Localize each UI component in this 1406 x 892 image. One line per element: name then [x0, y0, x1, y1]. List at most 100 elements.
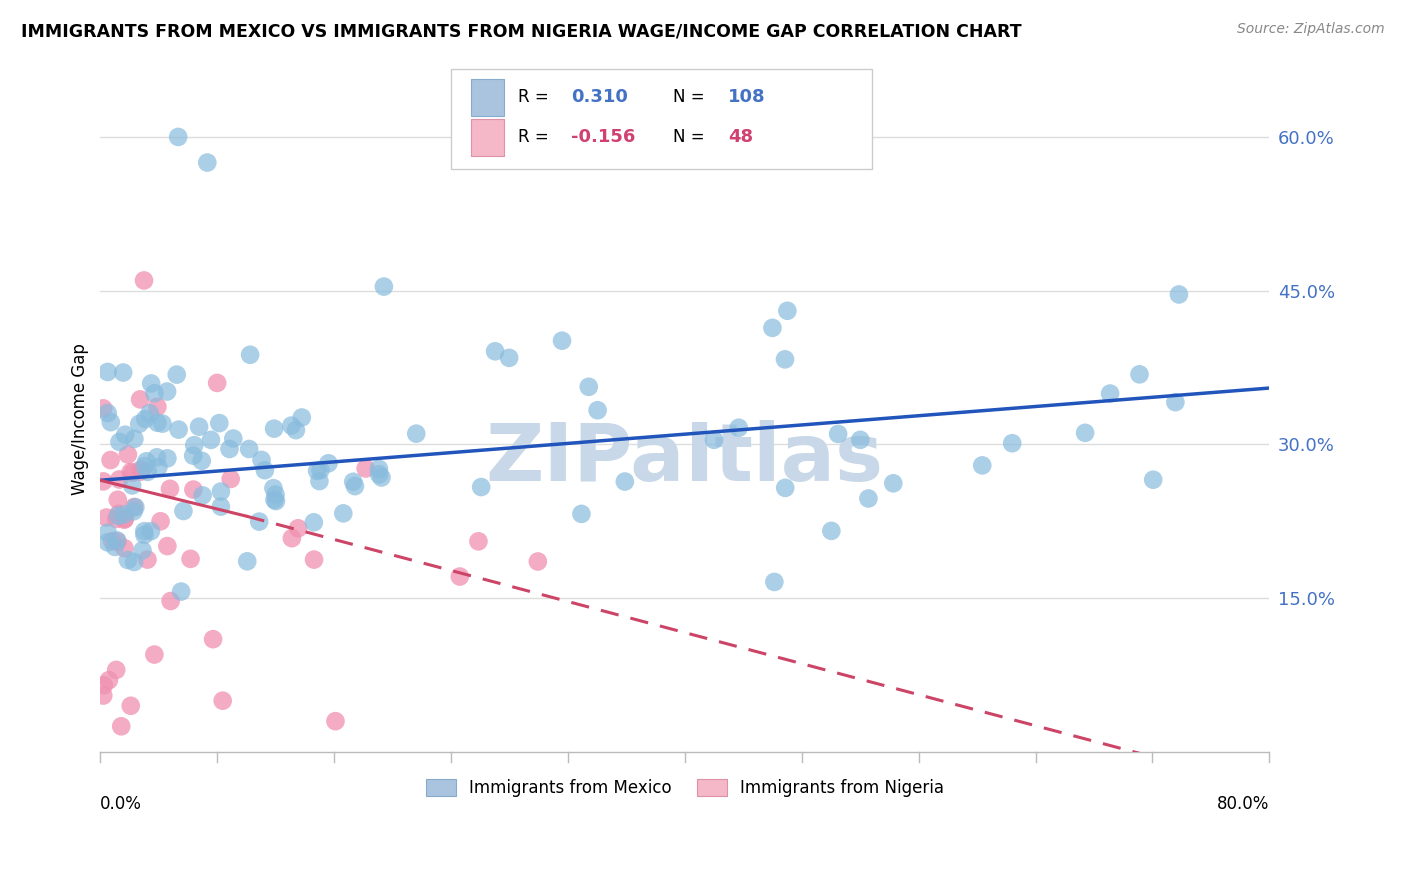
- Point: [139, 524, 162, 538]
- Point: [112, 508, 135, 522]
- Point: [100, 415, 122, 429]
- Text: N =: N =: [673, 88, 710, 106]
- Point: [104, 540, 127, 554]
- Point: [136, 552, 159, 566]
- Point: [449, 569, 471, 583]
- Point: [208, 416, 231, 430]
- Point: [138, 406, 160, 420]
- Bar: [471, 119, 503, 155]
- Point: [156, 451, 179, 466]
- Point: [1164, 395, 1187, 409]
- Point: [253, 463, 276, 477]
- Point: [613, 475, 636, 489]
- Point: [218, 442, 240, 456]
- Point: [181, 449, 204, 463]
- Point: [152, 417, 174, 431]
- Point: [108, 473, 131, 487]
- Point: [264, 487, 287, 501]
- Point: [117, 553, 139, 567]
- Point: [263, 492, 285, 507]
- Point: [368, 462, 391, 476]
- Point: [180, 552, 202, 566]
- Point: [96, 510, 118, 524]
- Point: [112, 513, 135, 527]
- Point: [135, 454, 157, 468]
- Point: [159, 594, 181, 608]
- Point: [134, 459, 156, 474]
- Point: [578, 380, 600, 394]
- Point: [122, 555, 145, 569]
- Point: [342, 475, 364, 489]
- Point: [209, 500, 232, 514]
- Point: [172, 504, 194, 518]
- Point: [773, 481, 796, 495]
- Point: [247, 515, 270, 529]
- Legend: Immigrants from Mexico, Immigrants from Nigeria: Immigrants from Mexico, Immigrants from …: [419, 772, 950, 804]
- Point: [309, 463, 332, 477]
- Point: [250, 453, 273, 467]
- Point: [91, 689, 114, 703]
- Point: [205, 376, 228, 390]
- Point: [170, 584, 193, 599]
- Point: [100, 453, 122, 467]
- Point: [405, 426, 427, 441]
- Point: [370, 470, 392, 484]
- Point: [239, 348, 262, 362]
- Point: [105, 534, 128, 549]
- Point: [291, 410, 314, 425]
- Bar: [471, 79, 503, 116]
- Point: [484, 344, 506, 359]
- Point: [134, 412, 156, 426]
- Y-axis label: Wage/Income Gap: Wage/Income Gap: [72, 343, 89, 495]
- Point: [527, 554, 550, 568]
- Point: [107, 492, 129, 507]
- Point: [763, 574, 786, 589]
- Point: [146, 450, 169, 465]
- Point: [91, 401, 114, 416]
- Point: [571, 507, 593, 521]
- Point: [280, 418, 302, 433]
- Point: [373, 279, 395, 293]
- Point: [167, 423, 190, 437]
- Point: [302, 552, 325, 566]
- Point: [1128, 368, 1150, 382]
- Point: [121, 478, 143, 492]
- Point: [354, 461, 377, 475]
- Text: R =: R =: [517, 128, 554, 146]
- Point: [156, 539, 179, 553]
- Point: [307, 464, 329, 478]
- Point: [551, 334, 574, 348]
- Point: [703, 433, 725, 447]
- Point: [202, 632, 225, 647]
- Point: [882, 476, 904, 491]
- Point: [849, 433, 872, 447]
- Point: [114, 427, 136, 442]
- Point: [146, 400, 169, 414]
- Text: IMMIGRANTS FROM MEXICO VS IMMIGRANTS FROM NIGERIA WAGE/INCOME GAP CORRELATION CH: IMMIGRANTS FROM MEXICO VS IMMIGRANTS FRO…: [21, 22, 1022, 40]
- Text: 48: 48: [728, 128, 754, 146]
- Point: [141, 376, 163, 391]
- Point: [129, 392, 152, 407]
- Point: [105, 512, 128, 526]
- Point: [308, 474, 330, 488]
- Text: 0.310: 0.310: [571, 88, 628, 106]
- Point: [332, 507, 354, 521]
- Text: N =: N =: [673, 128, 710, 146]
- Point: [1074, 425, 1097, 440]
- Point: [343, 479, 366, 493]
- Point: [112, 366, 135, 380]
- Point: [1001, 436, 1024, 450]
- Point: [1099, 386, 1122, 401]
- Text: 0.0%: 0.0%: [100, 796, 142, 814]
- Text: R =: R =: [517, 88, 554, 106]
- Point: [159, 482, 181, 496]
- Point: [97, 525, 120, 540]
- Point: [195, 155, 218, 169]
- Point: [827, 426, 849, 441]
- Point: [105, 663, 128, 677]
- Point: [97, 365, 120, 379]
- Point: [325, 714, 347, 728]
- Point: [1168, 287, 1191, 301]
- Point: [156, 384, 179, 399]
- Point: [93, 678, 115, 692]
